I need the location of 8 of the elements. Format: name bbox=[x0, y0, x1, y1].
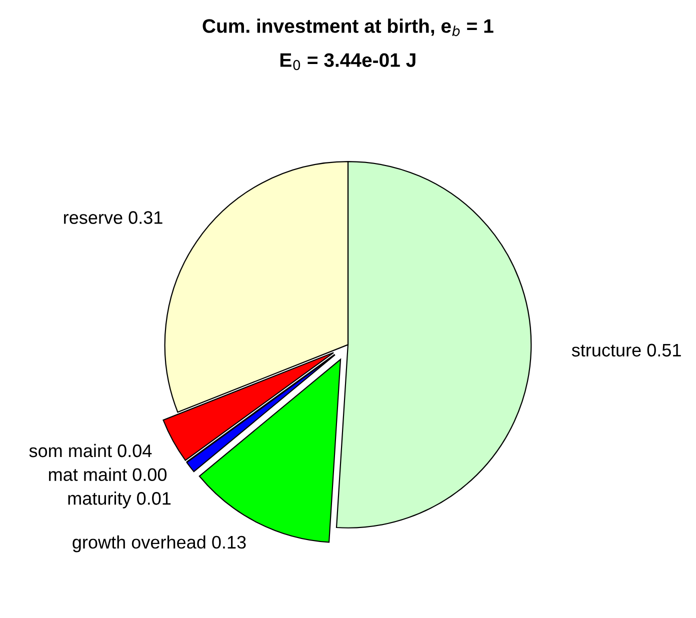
slice-label: reserve 0.31 bbox=[64, 211, 162, 224]
slice-label: structure 0.51 bbox=[572, 344, 681, 357]
category-label: mat maint 0.00 bbox=[49, 468, 167, 482]
chart-title: Cum. investment at birth, e$_{b}$ = 1 bbox=[202, 18, 494, 36]
chart-subtitle: E$_{0}$ = 3.44e-01 J bbox=[280, 53, 416, 70]
slice-label: maturity 0.01 bbox=[68, 492, 171, 508]
slice-label: growth overhead 0.13 bbox=[72, 535, 246, 552]
slice-label: som maint 0.04 bbox=[29, 444, 152, 458]
